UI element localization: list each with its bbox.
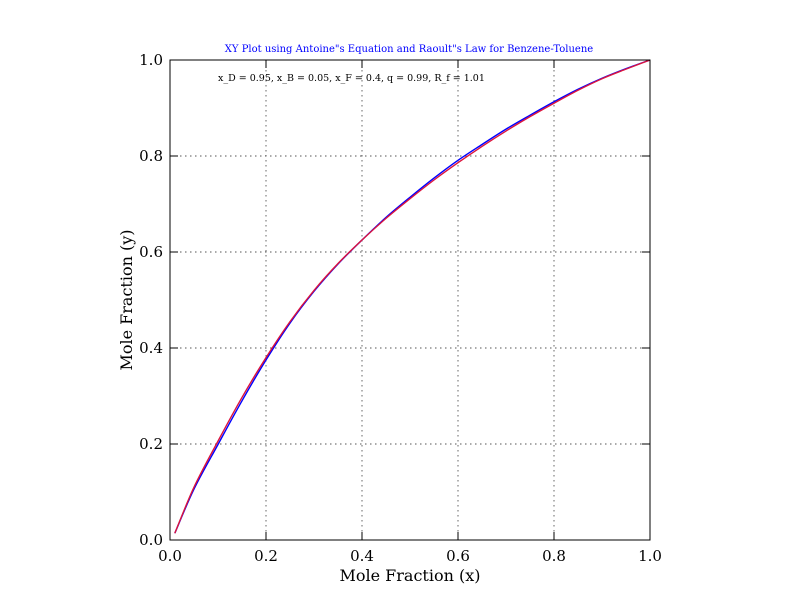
x-axis-label: Mole Fraction (x)	[339, 566, 480, 585]
x-tick-label: 0.2	[254, 547, 278, 565]
x-tick-labels: 0.0 0.2 0.4 0.6 0.8 1.0	[158, 547, 662, 565]
x-tick-label: 0.8	[542, 547, 566, 565]
chart-title: XY Plot using Antoine"s Equation and Rao…	[225, 44, 593, 55]
axis-ticks	[169, 59, 651, 541]
y-tick-label: 0.6	[139, 243, 163, 261]
x-tick-label: 0.4	[350, 547, 374, 565]
y-axis-label: Mole Fraction (y)	[117, 229, 136, 370]
y-tick-labels: 0.0 0.2 0.4 0.6 0.8 1.0	[139, 51, 163, 549]
y-tick-label: 0.4	[139, 339, 163, 357]
y-tick-label: 0.0	[139, 531, 163, 549]
plot-frame	[169, 59, 651, 541]
series-line-blue	[174, 59, 651, 534]
parameter-annotation: x_D = 0.95, x_B = 0.05, x_F = 0.4, q = 0…	[218, 73, 485, 84]
y-tick-label: 1.0	[139, 51, 163, 69]
x-tick-label: 0.0	[158, 547, 182, 565]
y-tick-label: 0.8	[139, 147, 163, 165]
series-line-red	[174, 59, 651, 534]
x-tick-label: 1.0	[638, 547, 662, 565]
series-lines	[174, 59, 651, 534]
grid	[169, 59, 651, 541]
x-tick-label: 0.6	[446, 547, 470, 565]
y-tick-label: 0.2	[139, 435, 163, 453]
